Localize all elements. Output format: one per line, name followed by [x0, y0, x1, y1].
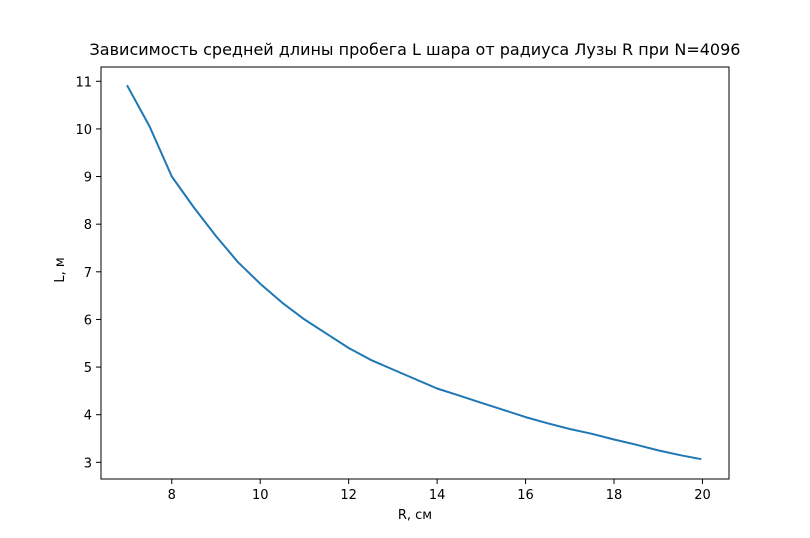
x-tick-label: 20 [694, 488, 711, 503]
x-tick-label: 18 [606, 488, 623, 503]
y-tick-label: 4 [84, 409, 92, 424]
x-tick-label: 14 [429, 488, 446, 503]
y-axis-label: L, м [53, 257, 68, 282]
x-tick-label: 8 [168, 488, 176, 503]
series-line-0 [126, 84, 702, 461]
x-axis-label: R, см [398, 508, 432, 523]
x-tick-label: 12 [340, 488, 357, 503]
y-tick-label: 5 [84, 361, 92, 376]
y-tick-label: 3 [84, 456, 92, 471]
chart-title: Зависимость средней длины пробега L шара… [90, 40, 741, 59]
y-tick-label: 9 [84, 171, 92, 186]
x-tick-label: 16 [517, 488, 534, 503]
x-tick-label: 10 [252, 488, 269, 503]
y-tick-label: 11 [75, 75, 92, 90]
y-tick-label: 8 [84, 218, 92, 233]
plot-frame [100, 66, 730, 480]
y-tick-label: 7 [84, 266, 92, 281]
plot-area: 8 10 12 14 16 18 20 3 4 5 6 7 8 9 10 11 [75, 66, 730, 503]
y-tick-label: 6 [84, 313, 92, 328]
y-tick-label: 10 [75, 123, 92, 138]
